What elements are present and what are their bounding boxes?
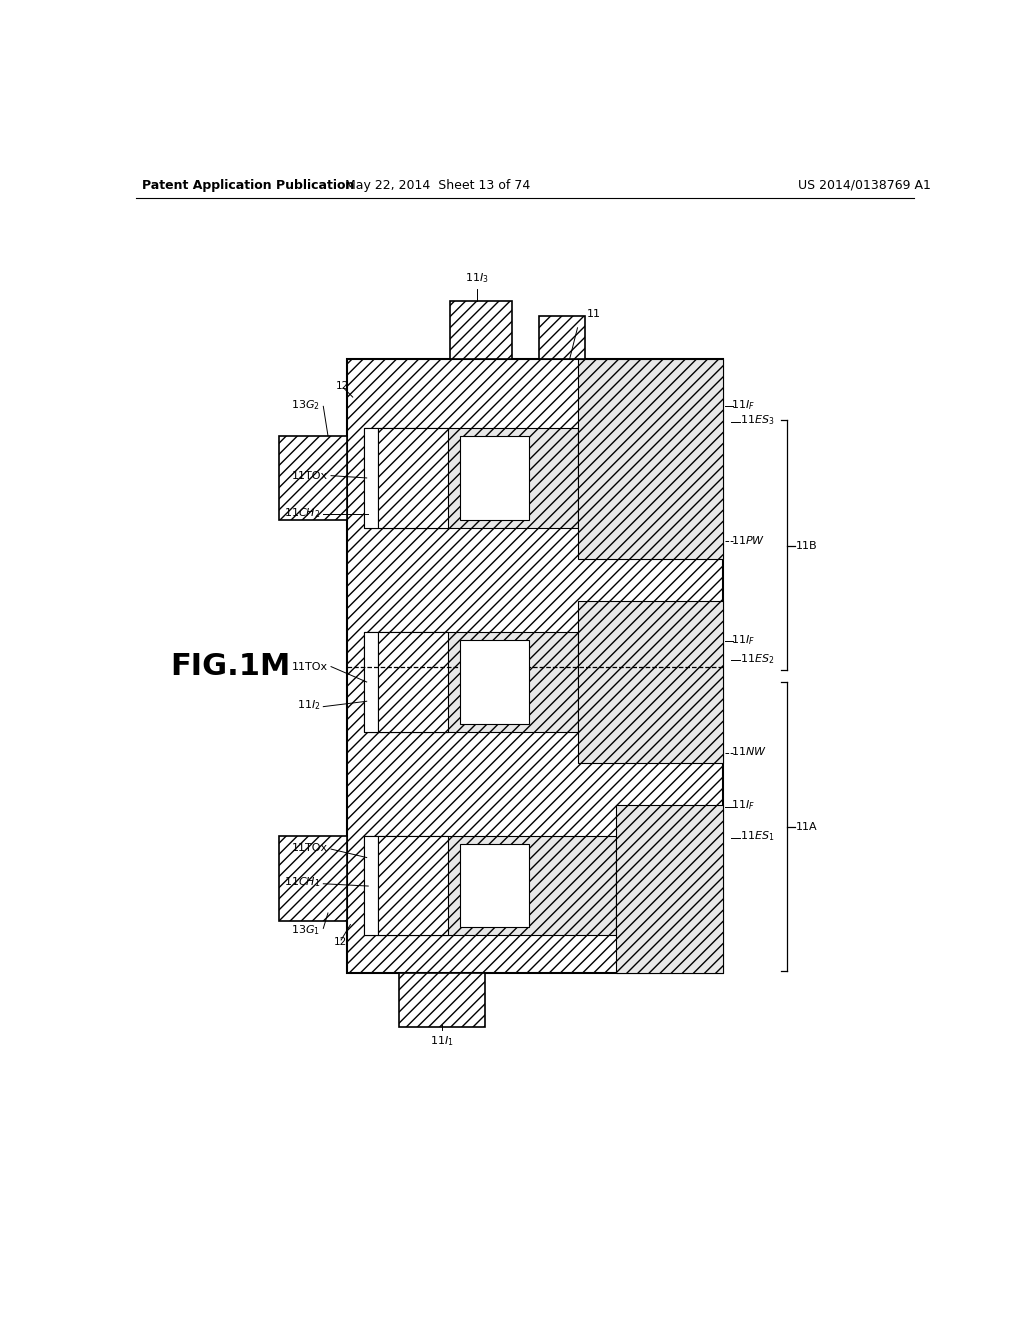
Text: $11PW$: $11PW$ <box>731 533 765 545</box>
Text: May 22, 2014  Sheet 13 of 74: May 22, 2014 Sheet 13 of 74 <box>345 178 530 191</box>
Text: $11I_F$: $11I_F$ <box>731 799 755 812</box>
Text: $11I_F$: $11I_F$ <box>731 632 755 647</box>
Bar <box>365 632 378 733</box>
Text: $11CH_1$: $11CH_1$ <box>284 875 321 890</box>
Bar <box>460 640 529 725</box>
Text: $13G_2$: $13G_2$ <box>291 397 321 412</box>
Bar <box>539 317 586 359</box>
Bar <box>378 428 449 528</box>
Bar <box>578 601 723 763</box>
Bar <box>365 428 378 528</box>
Text: 11TOx: 11TOx <box>292 842 328 853</box>
Bar <box>365 632 578 733</box>
Text: 11A: 11A <box>796 822 818 832</box>
Bar <box>460 436 529 520</box>
Text: 11: 11 <box>587 309 601 319</box>
Text: FIG.1M: FIG.1M <box>171 652 291 681</box>
Bar <box>616 805 723 973</box>
Bar <box>460 843 529 927</box>
Text: 11B: 11B <box>796 541 818 550</box>
Text: $11CH_2$: $11CH_2$ <box>284 506 321 520</box>
Text: 12: 12 <box>334 937 347 948</box>
Text: US 2014/0138769 A1: US 2014/0138769 A1 <box>798 178 931 191</box>
Text: 11TOx: 11TOx <box>292 471 328 480</box>
Text: 12: 12 <box>336 380 349 391</box>
Text: $11ES_2$: $11ES_2$ <box>740 652 774 665</box>
Text: $11I_F$: $11I_F$ <box>731 397 755 412</box>
Text: $11I_2$: $11I_2$ <box>297 698 321 711</box>
Bar <box>365 836 378 935</box>
Bar <box>378 632 449 733</box>
Bar <box>346 359 723 973</box>
Text: $11I_1$: $11I_1$ <box>430 1035 454 1048</box>
Text: 11TOx: 11TOx <box>292 661 328 672</box>
Text: $11ES_3$: $11ES_3$ <box>740 413 775 428</box>
Bar <box>578 359 723 558</box>
Bar <box>450 301 512 359</box>
Text: Patent Application Publication: Patent Application Publication <box>142 178 354 191</box>
Text: $11I_3$: $11I_3$ <box>465 272 488 285</box>
Bar <box>280 436 346 520</box>
Bar <box>399 973 484 1027</box>
Text: $11ES_1$: $11ES_1$ <box>740 829 775 843</box>
Bar <box>378 836 449 935</box>
Text: $11NW$: $11NW$ <box>731 746 767 758</box>
Bar <box>365 428 578 528</box>
Bar <box>280 836 346 921</box>
Bar <box>365 836 616 935</box>
Text: $13G_1$: $13G_1$ <box>291 923 321 937</box>
